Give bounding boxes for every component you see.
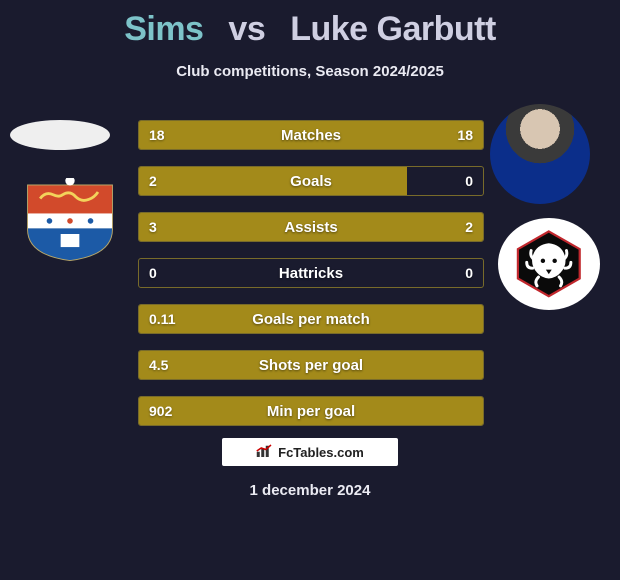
player1-club-crest	[22, 178, 118, 262]
comparison-stage: 1818Matches20Goals32Assists00Hattricks0.…	[0, 98, 620, 518]
stat-row: 4.5Shots per goal	[138, 350, 484, 380]
stat-bars: 1818Matches20Goals32Assists00Hattricks0.…	[138, 120, 484, 442]
stat-row: 1818Matches	[138, 120, 484, 150]
stat-fill-left	[139, 213, 345, 241]
stat-value-right: 0	[455, 259, 483, 287]
stat-value-left: 18	[139, 121, 175, 149]
stat-fill-left	[139, 351, 483, 379]
stat-row: 32Assists	[138, 212, 484, 242]
title-vs: vs	[228, 10, 265, 48]
stat-value-left: 4.5	[139, 351, 178, 379]
player1-avatar	[10, 120, 110, 150]
stat-row: 0.11Goals per match	[138, 304, 484, 334]
fctables-label: FcTables.com	[278, 445, 364, 460]
stat-fill-left	[139, 305, 483, 333]
stat-value-left: 0.11	[139, 305, 185, 333]
comparison-title: Sims vs Luke Garbutt	[0, 0, 620, 49]
stat-row: 902Min per goal	[138, 396, 484, 426]
stat-value-left: 902	[139, 397, 182, 425]
stat-value-left: 0	[139, 259, 167, 287]
player2-avatar	[490, 104, 590, 204]
player2-club-crest	[498, 218, 600, 310]
stat-value-left: 3	[139, 213, 167, 241]
fctables-badge[interactable]: FcTables.com	[222, 438, 398, 466]
date-stamp: 1 december 2024	[0, 482, 620, 499]
stat-value-right: 2	[455, 213, 483, 241]
title-player2: Luke Garbutt	[290, 10, 496, 48]
chart-icon	[256, 444, 274, 461]
stat-fill-left	[139, 397, 483, 425]
stat-row: 0 0Hattricks	[138, 258, 484, 288]
stat-value-left: 2	[139, 167, 167, 195]
subtitle: Club competitions, Season 2024/2025	[0, 63, 620, 80]
stat-fill-left	[139, 167, 407, 195]
stat-label: Hattricks	[139, 259, 483, 287]
stat-value-right: 18	[447, 121, 483, 149]
stat-row: 20Goals	[138, 166, 484, 196]
title-player1: Sims	[124, 10, 203, 48]
stat-value-right: 0	[455, 167, 483, 195]
